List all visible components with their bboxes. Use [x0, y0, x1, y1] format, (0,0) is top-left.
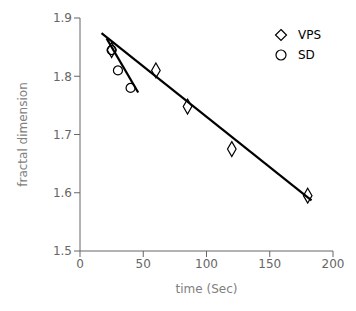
svg-text:1.9: 1.9 [53, 11, 72, 25]
svg-text:1.6: 1.6 [53, 186, 72, 200]
svg-text:100: 100 [195, 257, 218, 271]
svg-text:150: 150 [258, 257, 281, 271]
svg-text:200: 200 [322, 257, 345, 271]
svg-text:1.8: 1.8 [53, 70, 72, 84]
svg-text:time (Sec): time (Sec) [176, 282, 238, 296]
svg-text:50: 50 [136, 257, 151, 271]
html-text:VPS: VPS [297, 28, 321, 42]
svg-text:1.7: 1.7 [53, 128, 72, 142]
html-text:SD: SD [297, 48, 315, 62]
svg-text:fractal dimension: fractal dimension [16, 82, 30, 186]
svg-text:1.5: 1.5 [53, 244, 72, 258]
svg-text:0: 0 [76, 257, 84, 271]
